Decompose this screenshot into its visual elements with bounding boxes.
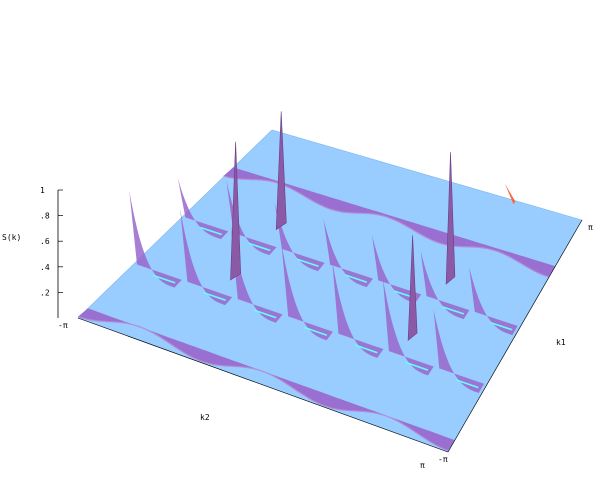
ridge-band-0 xyxy=(78,308,455,451)
k1-max-label: π xyxy=(588,223,593,232)
ridge-crest-3 xyxy=(223,175,549,278)
ridge-crest-0 xyxy=(77,316,449,452)
peak-0 xyxy=(230,141,242,281)
k1-axis-label: k1 xyxy=(556,338,566,347)
cusp-2-2 xyxy=(274,202,325,272)
cusp-highlight-2-6 xyxy=(490,322,513,331)
peak-group xyxy=(230,111,516,341)
z-tick-label: 1 xyxy=(40,186,45,195)
ridge-band-3 xyxy=(223,167,556,277)
k1-min-label: -π xyxy=(438,455,448,464)
edge-accent xyxy=(504,183,516,205)
cusp-2-6 xyxy=(469,266,518,336)
cusp-highlight-2-5 xyxy=(442,306,465,315)
peak-3 xyxy=(445,152,456,285)
k2-max-label: π xyxy=(420,461,425,470)
cusp-2-0 xyxy=(177,177,229,240)
cusp-highlight-1-0 xyxy=(152,274,176,284)
cusp-1-5 xyxy=(382,278,434,376)
cusp-1-3 xyxy=(281,243,333,341)
cusp-highlight-1-1 xyxy=(203,291,226,302)
cusp-highlight-1-4 xyxy=(354,344,378,354)
cusp-2-4 xyxy=(372,234,422,304)
z-axis-label: S(k) xyxy=(2,233,21,242)
cusp-1-2 xyxy=(230,226,283,323)
axes-group: .2 .4 .6 .8 1 S(k) -π π k2 -π π k1 xyxy=(2,186,593,470)
cusp-highlight-2-2 xyxy=(296,258,319,268)
cusp-highlight-2-1 xyxy=(248,242,271,252)
cusp-highlight-1-5 xyxy=(405,361,429,371)
cusp-highlight-2-3 xyxy=(345,274,368,283)
cusp-highlight-1-3 xyxy=(304,326,328,336)
cusp-1-0 xyxy=(129,191,182,288)
cusp-1-4 xyxy=(332,261,384,358)
z-tick-label: .6 xyxy=(40,237,50,246)
k2-axis-label: k2 xyxy=(200,413,210,422)
cusp-highlight-1-6 xyxy=(455,379,479,389)
peak-1 xyxy=(407,235,418,341)
cusp-1-6 xyxy=(433,309,484,393)
k2-axis-line xyxy=(77,317,449,453)
cusp-2-5 xyxy=(420,250,470,320)
k2-min-label: -π xyxy=(58,321,68,330)
k1-axis-line xyxy=(447,219,583,453)
z-tick-label: .4 xyxy=(40,263,50,272)
cusp-highlight-2-0 xyxy=(200,226,222,236)
cusp-highlight-1-2 xyxy=(253,309,277,319)
z-tick-label: .2 xyxy=(40,288,50,297)
cusp-1-1 xyxy=(180,208,233,306)
peak-2 xyxy=(275,111,287,231)
ridge-group xyxy=(77,167,556,452)
cusp-2-3 xyxy=(323,218,373,288)
z-tick-label: .8 xyxy=(40,212,50,221)
